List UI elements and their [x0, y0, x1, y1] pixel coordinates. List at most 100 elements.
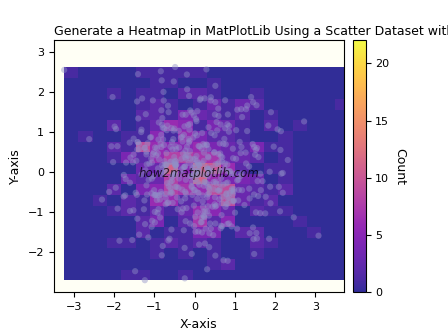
- Point: [194, 133, 201, 138]
- Point: [211, 149, 218, 155]
- Point: [138, 172, 145, 177]
- Point: [200, 213, 207, 218]
- Point: [109, 94, 116, 100]
- Point: [151, 193, 158, 198]
- Point: [189, 179, 196, 185]
- Point: [250, 251, 258, 257]
- Point: [251, 152, 258, 157]
- Point: [207, 94, 215, 100]
- Point: [143, 192, 151, 197]
- Point: [244, 103, 251, 108]
- Point: [194, 210, 201, 215]
- Point: [194, 196, 201, 202]
- Point: [160, 165, 167, 170]
- Point: [189, 165, 196, 170]
- Point: [138, 129, 145, 135]
- Point: [203, 164, 211, 170]
- Point: [218, 223, 225, 228]
- Point: [146, 161, 153, 166]
- Point: [244, 128, 251, 134]
- Point: [159, 243, 166, 249]
- Point: [173, 162, 180, 167]
- Point: [170, 171, 177, 177]
- Point: [284, 157, 291, 163]
- Point: [185, 93, 193, 99]
- Point: [217, 225, 224, 231]
- Point: [221, 166, 228, 171]
- Point: [279, 170, 286, 176]
- Point: [160, 170, 168, 175]
- Point: [219, 159, 226, 164]
- Point: [197, 96, 204, 101]
- Point: [190, 135, 197, 140]
- Point: [192, 214, 199, 219]
- Point: [168, 190, 176, 196]
- Point: [179, 139, 186, 144]
- Point: [204, 204, 211, 209]
- Point: [205, 155, 212, 160]
- Point: [211, 195, 219, 200]
- Point: [122, 160, 129, 165]
- Point: [183, 72, 190, 77]
- Point: [224, 112, 232, 117]
- Point: [200, 150, 207, 155]
- Point: [185, 122, 192, 127]
- Point: [143, 152, 150, 157]
- Point: [165, 110, 172, 115]
- Point: [162, 202, 169, 207]
- Point: [215, 113, 222, 119]
- Point: [165, 200, 172, 205]
- Point: [262, 194, 269, 200]
- Point: [201, 179, 208, 184]
- Point: [132, 190, 139, 196]
- Point: [138, 127, 145, 132]
- Point: [210, 171, 217, 176]
- Point: [259, 178, 266, 184]
- Point: [224, 168, 231, 174]
- Point: [229, 146, 237, 152]
- Point: [171, 154, 178, 160]
- Point: [199, 199, 206, 204]
- Point: [151, 145, 159, 150]
- Point: [130, 152, 137, 157]
- Point: [170, 171, 177, 177]
- Point: [167, 159, 174, 164]
- Point: [278, 171, 285, 176]
- Point: [151, 209, 158, 215]
- Point: [212, 221, 219, 226]
- Point: [184, 87, 191, 92]
- Point: [236, 139, 243, 144]
- Point: [187, 156, 194, 161]
- Point: [132, 268, 139, 274]
- Point: [232, 210, 239, 215]
- Point: [222, 126, 229, 131]
- Point: [223, 180, 230, 186]
- Point: [214, 128, 221, 133]
- Point: [140, 207, 147, 212]
- Point: [216, 181, 224, 186]
- Point: [206, 168, 213, 173]
- Point: [181, 245, 188, 251]
- Point: [178, 171, 185, 176]
- Point: [211, 133, 218, 138]
- Point: [250, 99, 257, 105]
- Point: [164, 123, 171, 128]
- Point: [219, 223, 226, 229]
- Point: [159, 137, 167, 142]
- Point: [136, 232, 143, 237]
- Point: [233, 226, 241, 232]
- Point: [175, 128, 182, 133]
- Point: [158, 144, 165, 150]
- Point: [196, 144, 203, 149]
- Point: [204, 209, 211, 214]
- Point: [159, 125, 166, 130]
- Point: [143, 149, 150, 154]
- Point: [187, 108, 194, 113]
- Point: [237, 107, 245, 112]
- Point: [116, 238, 123, 243]
- Point: [154, 210, 161, 215]
- Point: [224, 196, 231, 201]
- Point: [156, 197, 164, 202]
- Point: [121, 193, 129, 198]
- Point: [141, 278, 148, 283]
